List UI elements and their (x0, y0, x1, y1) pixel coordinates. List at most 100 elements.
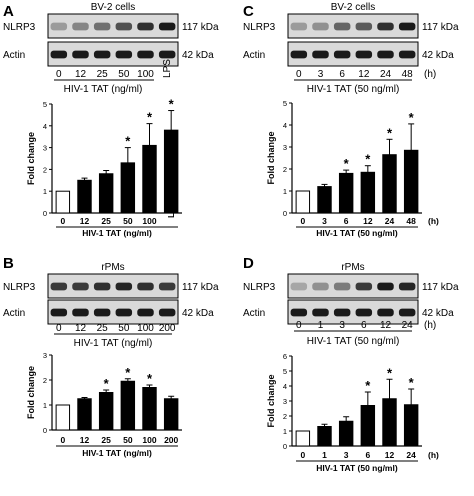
significance-star: * (104, 376, 110, 391)
y-tick-label: 5 (283, 367, 287, 376)
cell-label: rPMs (101, 262, 124, 273)
x-tick-label: LPS (166, 201, 176, 218)
blot-kda-label: 117 kDa (422, 282, 459, 293)
blot-band (93, 308, 111, 317)
y-tick-label: 5 (283, 99, 287, 108)
significance-star: * (147, 371, 153, 386)
blot-band (72, 50, 89, 59)
blot-kda-label: 117 kDa (182, 22, 219, 33)
panel-label: C (243, 3, 254, 20)
blot-band (115, 50, 133, 59)
x-tick-label: 12 (385, 450, 395, 460)
significance-star: * (409, 110, 415, 125)
blot-kda-label: 42 kDa (422, 308, 454, 319)
x-axis-label: HIV-1 TAT (ng/ml) (82, 228, 152, 238)
blot-band (115, 308, 133, 317)
blot-band (333, 22, 351, 31)
x-axis-label: HIV-1 TAT (ng/ml) (82, 448, 152, 458)
bar (360, 171, 376, 214)
blot-band (50, 282, 68, 291)
blot-condition-label: HIV-1 TAT (ng/ml) (74, 338, 153, 349)
blot-lane-label: 12 (75, 69, 87, 80)
panel-label: B (3, 255, 14, 272)
y-tick-label: 6 (283, 352, 287, 361)
blot-actin (47, 41, 179, 67)
bar (403, 404, 419, 447)
blot-lane-label: 0 (296, 69, 302, 80)
x-tick-label: 100 (142, 216, 156, 226)
x-tick-label: 1 (322, 450, 327, 460)
blot-nlrp3 (47, 13, 179, 39)
blot-band (377, 50, 394, 59)
bar (98, 173, 114, 214)
y-tick-label: 1 (283, 427, 287, 436)
x-tick-label: 6 (365, 450, 370, 460)
significance-star: * (409, 375, 415, 390)
blot-lane-label: LPS (162, 59, 173, 78)
panel-label: A (3, 3, 14, 20)
y-tick-label: 3 (43, 351, 47, 360)
blot-condition-label: HIV-1 TAT (50 ng/ml) (307, 84, 400, 95)
blot-lane-label: 12 (380, 320, 392, 331)
blot-kda-label: 117 kDa (422, 22, 459, 33)
x-tick-label: 25 (101, 216, 111, 226)
y-tick-label: 0 (43, 209, 47, 218)
x-tick-label: 24 (385, 216, 395, 226)
blot-band (115, 22, 133, 31)
blot-nlrp3 (287, 273, 419, 299)
bar (163, 398, 179, 431)
y-tick-label: 5 (43, 100, 47, 109)
blot-band (312, 22, 329, 31)
blot-band (93, 282, 111, 291)
blot-band (398, 50, 416, 59)
blot-lane-label: 200 (159, 323, 176, 334)
blot-band (158, 282, 176, 291)
y-tick-label: 3 (283, 143, 287, 152)
blot-protein-label: Actin (3, 308, 25, 319)
bar (382, 154, 397, 214)
blot-band (72, 22, 89, 31)
y-tick-label: 4 (283, 121, 287, 130)
x-tick-label: 12 (363, 216, 373, 226)
bar (120, 380, 136, 431)
blot-band (398, 22, 416, 31)
blot-lane-label: 12 (75, 323, 87, 334)
blot-band (137, 282, 154, 291)
y-axis-label: Fold change (26, 132, 36, 185)
significance-star: * (344, 156, 350, 171)
blot-band (93, 50, 111, 59)
blot-lane-label: 50 (118, 323, 130, 334)
bar (55, 190, 71, 214)
blot-band (50, 22, 68, 31)
x-tick-label: 0 (300, 450, 305, 460)
blot-lane-label: 24 (380, 69, 392, 80)
blot-actin (287, 41, 419, 67)
significance-star: * (365, 378, 371, 393)
bar (120, 162, 136, 214)
bar (382, 398, 397, 447)
blot-protein-label: NLRP3 (243, 22, 276, 33)
significance-star: * (147, 110, 153, 125)
blot-band (377, 282, 394, 291)
cell-label: BV-2 cells (331, 2, 375, 13)
y-tick-label: 2 (43, 376, 47, 385)
bar (338, 172, 354, 214)
x-tick-label: 48 (406, 216, 416, 226)
blot-kda-label: 42 kDa (422, 50, 454, 61)
blot-band (355, 282, 373, 291)
y-tick-label: 2 (283, 165, 287, 174)
blot-band (333, 308, 351, 317)
blot-lane-label: 3 (339, 320, 345, 331)
y-tick-label: 1 (43, 187, 47, 196)
blot-lane-label: 50 (118, 69, 130, 80)
blot-lane-label: 0 (296, 320, 302, 331)
blot-protein-label: Actin (243, 308, 265, 319)
blot-band (312, 50, 329, 59)
blot-band (290, 282, 308, 291)
bar (338, 420, 354, 447)
blot-band (355, 308, 373, 317)
x-tick-label: 3 (344, 450, 349, 460)
blot-lane-label: 25 (97, 69, 109, 80)
x-tick-label: 0 (60, 435, 65, 445)
